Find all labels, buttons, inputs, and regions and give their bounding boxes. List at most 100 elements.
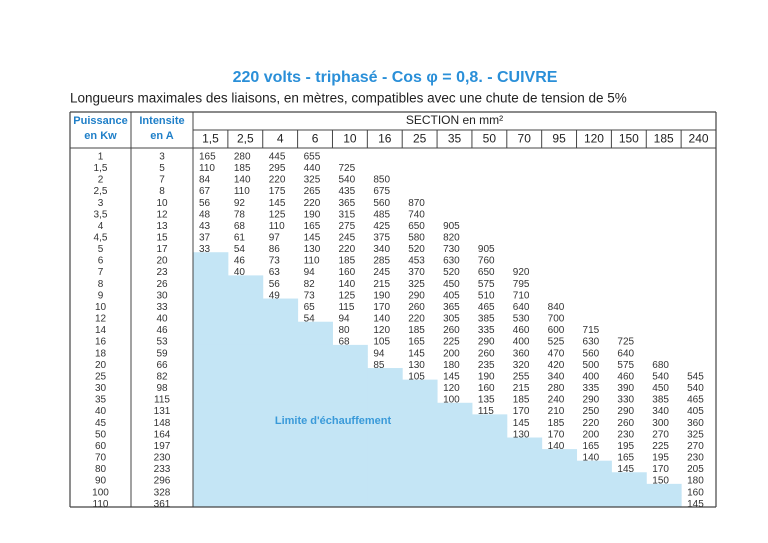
heat-limit-cell [367,437,403,450]
length-value: 305 [443,314,460,325]
heat-limit-cell [297,414,333,427]
heat-limit-cell [471,495,508,508]
heat-limit-cell [611,483,647,496]
heat-limit-cell [367,414,403,427]
length-value: 145 [687,499,704,510]
length-value: 165 [304,221,321,232]
length-value: 540 [652,371,669,382]
intensite-header: Intensite [139,115,184,127]
length-value: 100 [443,395,460,406]
section-label: 2,5 [237,132,254,146]
length-value: 840 [548,302,565,313]
length-value: 425 [373,221,390,232]
length-value: 580 [408,232,425,243]
heat-limit-cell [297,368,333,381]
heat-limit-cell [402,449,438,462]
length-value: 195 [652,453,669,464]
intensite-value: 82 [156,371,168,382]
length-value: 335 [478,325,495,336]
length-value: 460 [513,325,530,336]
length-value: 905 [443,221,460,232]
heat-limit-cell [437,472,473,485]
heat-limit-cell [193,356,229,369]
heat-limit-cell [227,391,264,404]
length-value: 390 [617,383,634,394]
length-value: 84 [199,175,211,186]
heat-limit-cell [193,425,229,439]
heat-limit-cell [193,275,229,288]
length-value: 325 [304,175,321,186]
heat-limit-cell [193,414,229,427]
heat-limit-cell [193,437,229,450]
heat-limit-cell [541,472,578,485]
intensite-value: 12 [156,209,168,220]
heat-limit-cell [297,472,333,485]
length-value: 120 [373,325,390,336]
heat-limit-cell [193,402,229,415]
heat-limit-cell [262,310,299,323]
heat-limit-cell [227,460,264,473]
puissance-header: Puissance [73,115,127,127]
heat-limit-cell [402,402,438,415]
length-value: 97 [269,232,281,243]
heat-limit-cell [262,425,299,439]
section-label: 95 [552,132,566,146]
heat-limit-cell [402,460,438,473]
length-value: 230 [687,453,704,464]
length-value: 525 [548,337,565,348]
heat-limit-cell [227,368,264,381]
heat-limit-cell [227,414,264,427]
length-value: 145 [269,198,286,209]
heat-limit-cell [297,356,333,369]
length-value: 450 [652,383,669,394]
heat-limit-cell [437,425,473,439]
heat-limit-cell [576,460,612,473]
length-value: 115 [338,302,354,313]
length-value: 260 [478,348,495,359]
length-value: 500 [583,360,600,371]
subtitle: Longueurs maximales des liaisons, en mèt… [70,91,627,106]
heat-limit-cell [506,483,543,496]
length-value: 80 [338,325,350,336]
section-header: SECTION en mm² [406,113,503,127]
length-value: 37 [199,232,211,243]
length-value: 225 [443,337,460,348]
puissance-value: 12 [95,314,107,325]
intensite-value: 13 [156,221,168,232]
puissance-value: 1,5 [94,163,108,174]
heat-limit-cell [576,483,612,496]
puissance-value: 14 [95,325,107,336]
length-value: 215 [513,383,530,394]
puissance-value: 10 [95,302,107,313]
length-value: 650 [478,267,495,278]
length-value: 120 [443,383,460,394]
heat-limit-cell [193,495,229,508]
length-value: 56 [269,279,281,290]
length-value: 260 [408,302,425,313]
intensite-value: 230 [154,453,171,464]
intensite-value: 164 [154,429,171,440]
length-value: 140 [373,314,390,325]
heat-limit-cell [471,460,508,473]
length-value: 250 [583,406,600,417]
heat-limit-cell [227,298,264,311]
length-value: 135 [478,395,495,406]
length-value: 190 [304,209,321,220]
heat-limit-cell [367,495,403,508]
heat-limit-cell [471,483,508,496]
heat-limit-cell [227,344,264,357]
length-value: 760 [478,256,495,267]
heat-limit-cell [262,333,299,346]
heat-limit-cell [576,495,612,508]
puissance-value: 18 [95,348,107,359]
length-value: 170 [548,429,565,440]
heat-limit-cell [193,379,229,392]
heat-limit-cell [193,333,229,346]
length-value: 335 [583,383,600,394]
section-label: 185 [654,132,674,146]
intensite-value: 7 [159,175,165,186]
intensite-value: 8 [159,186,165,197]
heat-limit-cell [332,379,368,392]
intensite-value: 115 [154,395,170,406]
